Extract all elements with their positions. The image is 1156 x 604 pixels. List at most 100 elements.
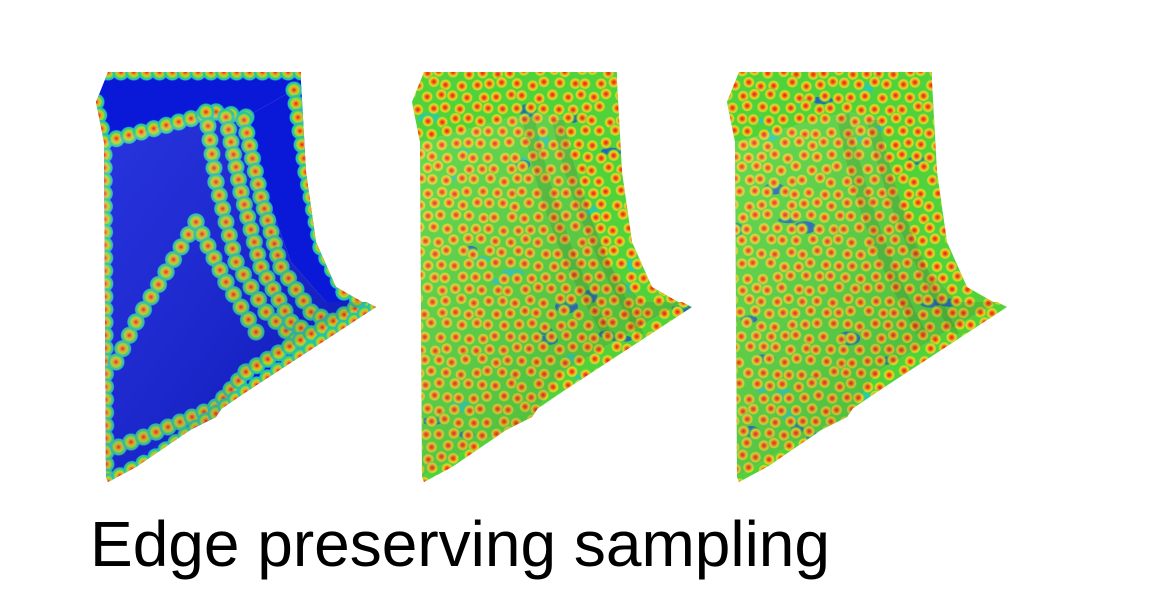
sample-point (496, 438, 511, 454)
sample-point (609, 390, 624, 406)
sample-point (494, 75, 509, 90)
sample-point (484, 440, 499, 455)
sample-point (638, 221, 653, 236)
sample-point (481, 459, 496, 475)
sample-point (601, 160, 616, 175)
sample-point (412, 425, 418, 440)
sample-point (610, 100, 625, 116)
sample-point (426, 101, 441, 116)
sample-point (683, 474, 692, 482)
sample-point (614, 400, 629, 416)
sample-point (595, 390, 610, 406)
sample-point (967, 221, 982, 236)
sample-point (518, 426, 533, 442)
sample-point (679, 147, 692, 162)
sample-point (96, 93, 105, 111)
sample-point (665, 460, 681, 475)
sample-point (675, 389, 691, 404)
sample-point (844, 428, 860, 443)
sample-point (950, 462, 965, 477)
sample-point (987, 448, 1003, 464)
sample-point (847, 448, 862, 463)
gap-patch (675, 83, 692, 92)
sample-point (955, 424, 971, 440)
sample-point (906, 174, 922, 190)
sample-point (747, 474, 763, 482)
sample-point (935, 413, 951, 428)
gap-patch (412, 382, 425, 397)
sample-point (969, 72, 985, 81)
sample-point (986, 72, 1002, 81)
sample-point (983, 160, 999, 175)
sample-point (544, 449, 559, 464)
sample-point (908, 367, 923, 382)
sample-point (813, 77, 828, 92)
sample-point (938, 463, 953, 478)
sample-point (934, 173, 950, 188)
sample-point (987, 426, 1003, 441)
sample-point (679, 367, 692, 382)
sample-point (955, 378, 971, 394)
sample-point (931, 450, 946, 465)
sample-point (963, 269, 979, 285)
sample-point (959, 88, 975, 103)
sample-point (593, 196, 609, 212)
sample-point (727, 87, 735, 103)
sample-point (652, 197, 667, 213)
sample-point (644, 447, 659, 462)
sample-point (943, 448, 959, 463)
sample-point (999, 305, 1007, 320)
sample-point (881, 367, 897, 383)
sample-point (985, 375, 1000, 391)
sample-point (857, 88, 873, 104)
sample-point (658, 87, 673, 102)
sample-point (976, 126, 991, 141)
sample-point (636, 366, 651, 381)
sample-point (971, 187, 986, 202)
sample-point (945, 72, 961, 80)
sample-point (1000, 279, 1007, 294)
sample-point (889, 449, 905, 464)
sample-point (616, 72, 631, 82)
sample-point (635, 436, 651, 451)
sample-point (838, 462, 853, 477)
sample-point (592, 99, 607, 114)
sample-point (592, 123, 607, 138)
sample-point (459, 90, 475, 105)
sample-point (881, 463, 896, 478)
sample-point (959, 114, 974, 129)
sample-point (568, 437, 583, 452)
sample-point (509, 101, 524, 116)
sample-point (637, 78, 652, 93)
sample-point (292, 72, 310, 81)
sample-point (872, 473, 887, 482)
sample-point (913, 137, 929, 152)
sample-point (927, 231, 943, 246)
sample-point (454, 78, 470, 94)
sample-point (412, 282, 418, 297)
sample-point (656, 330, 671, 346)
sample-point (600, 375, 615, 391)
sample-point (987, 255, 1003, 270)
sample-point (965, 100, 980, 116)
sample-point (613, 88, 628, 103)
sample-point (655, 72, 671, 77)
sample-point (977, 315, 992, 330)
sample-point (623, 413, 638, 428)
sample-point (997, 162, 1007, 177)
sample-point (935, 122, 951, 138)
gap-patch (952, 98, 968, 111)
sample-point (998, 183, 1007, 199)
sample-point (606, 462, 621, 478)
sample-point (984, 208, 999, 223)
sample-point (606, 75, 622, 90)
sample-point (662, 436, 678, 451)
sample-point (671, 208, 687, 223)
sample-point (651, 463, 667, 478)
sample-point (979, 464, 994, 479)
sample-point (986, 330, 1001, 346)
sample-point (930, 186, 946, 201)
sample-point (958, 401, 973, 417)
sample-point (874, 402, 889, 418)
sample-point (938, 103, 953, 118)
